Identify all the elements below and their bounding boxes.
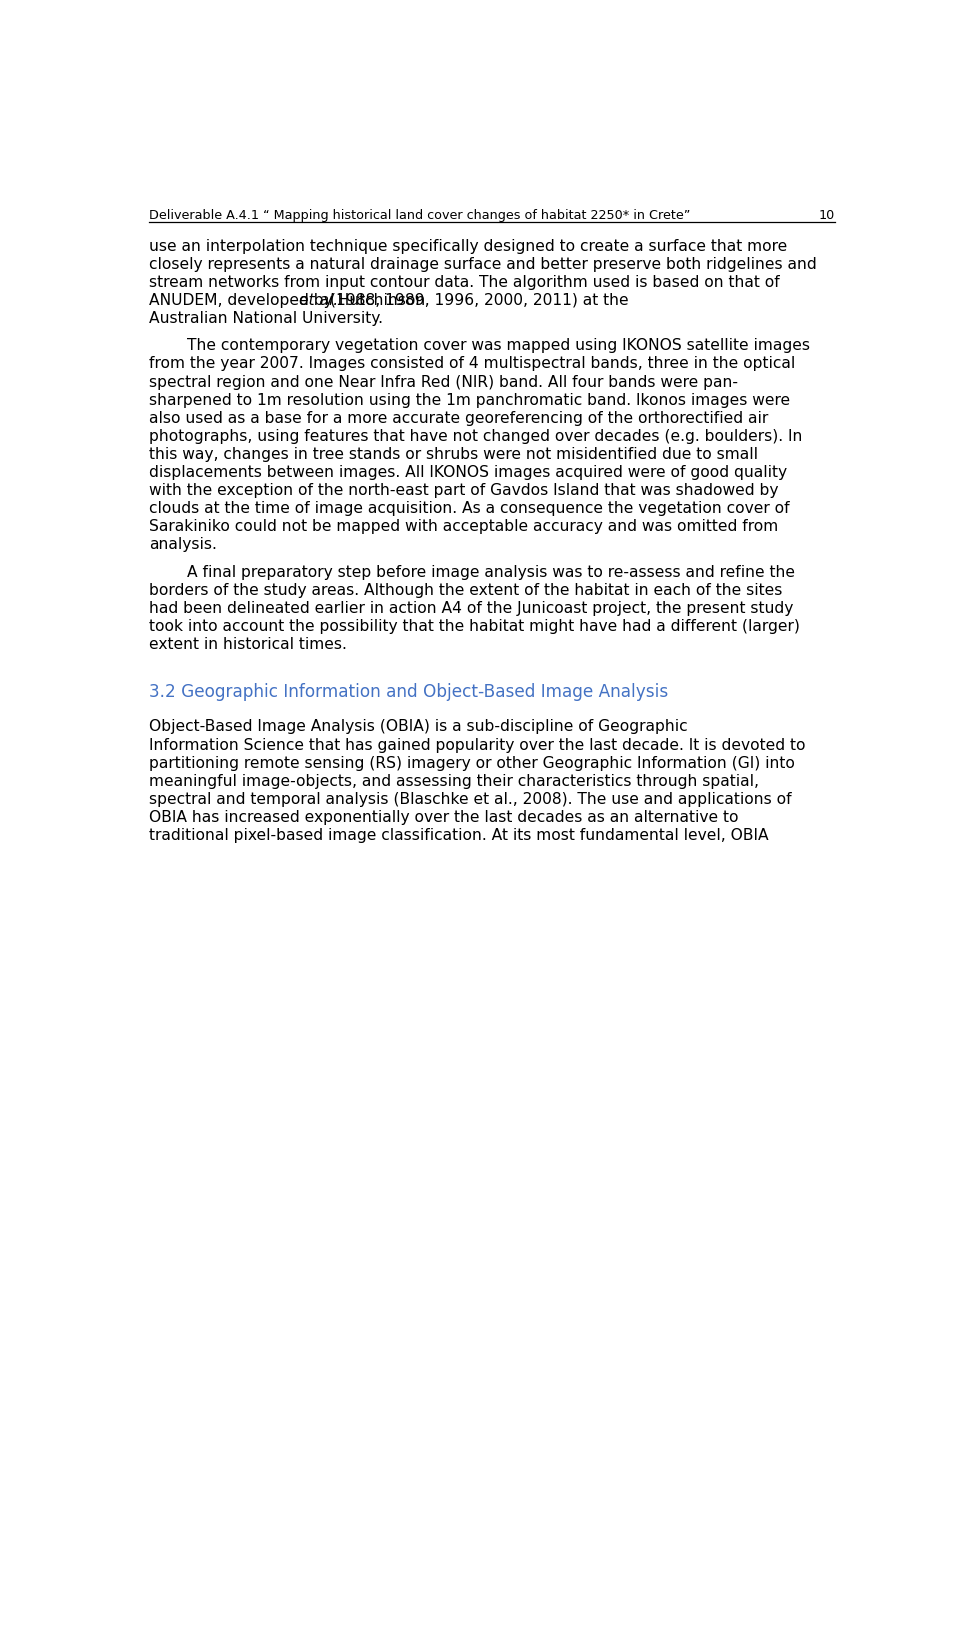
Text: analysis.: analysis. xyxy=(150,538,217,552)
Text: traditional pixel-based image classification. At its most fundamental level, OBI: traditional pixel-based image classifica… xyxy=(150,828,769,844)
Text: extent in historical times.: extent in historical times. xyxy=(150,637,348,652)
Text: photographs, using features that have not changed over decades (e.g. boulders). : photographs, using features that have no… xyxy=(150,428,803,443)
Text: had been delineated earlier in action A4 of the Junicoast project, the present s: had been delineated earlier in action A4… xyxy=(150,601,794,616)
Text: with the exception of the north-east part of Gavdos Island that was shadowed by: with the exception of the north-east par… xyxy=(150,484,779,498)
Text: meaningful image-objects, and assessing their characteristics through spatial,: meaningful image-objects, and assessing … xyxy=(150,774,759,788)
Text: A final preparatory step before image analysis was to re-assess and refine the: A final preparatory step before image an… xyxy=(186,565,795,580)
Text: took into account the possibility that the habitat might have had a different (l: took into account the possibility that t… xyxy=(150,619,801,634)
Text: Information Science that has gained popularity over the last decade. It is devot: Information Science that has gained popu… xyxy=(150,738,806,753)
Text: ANUDEM, developed by Hutchinson: ANUDEM, developed by Hutchinson xyxy=(150,293,431,308)
Text: Australian National University.: Australian National University. xyxy=(150,311,383,326)
Text: sharpened to 1m resolution using the 1m panchromatic band. Ikonos images were: sharpened to 1m resolution using the 1m … xyxy=(150,393,791,407)
Text: (1988, 1989, 1996, 2000, 2011) at the: (1988, 1989, 1996, 2000, 2011) at the xyxy=(324,293,629,308)
Text: displacements between images. All IKONOS images acquired were of good quality: displacements between images. All IKONOS… xyxy=(150,464,787,481)
Text: clouds at the time of image acquisition. As a consequence the vegetation cover o: clouds at the time of image acquisition.… xyxy=(150,502,790,516)
Text: from the year 2007. Images consisted of 4 multispectral bands, three in the opti: from the year 2007. Images consisted of … xyxy=(150,357,796,371)
Text: spectral and temporal analysis (Blaschke et al., 2008). The use and applications: spectral and temporal analysis (Blaschke… xyxy=(150,792,792,806)
Text: spectral region and one Near Infra Red (NIR) band. All four bands were pan-: spectral region and one Near Infra Red (… xyxy=(150,375,738,389)
Text: also used as a base for a more accurate georeferencing of the orthorectified air: also used as a base for a more accurate … xyxy=(150,411,769,425)
Text: Sarakiniko could not be mapped with acceptable accuracy and was omitted from: Sarakiniko could not be mapped with acce… xyxy=(150,520,779,534)
Text: 10: 10 xyxy=(818,210,834,222)
Text: Object-Based Image Analysis (OBIA) is a sub-discipline of Geographic: Object-Based Image Analysis (OBIA) is a … xyxy=(150,720,688,735)
Text: partitioning remote sensing (RS) imagery or other Geographic Information (GI) in: partitioning remote sensing (RS) imagery… xyxy=(150,756,795,771)
Text: The contemporary vegetation cover was mapped using IKONOS satellite images: The contemporary vegetation cover was ma… xyxy=(186,339,809,353)
Text: et al.: et al. xyxy=(300,293,339,308)
Text: stream networks from input contour data. The algorithm used is based on that of: stream networks from input contour data.… xyxy=(150,275,780,290)
Text: borders of the study areas. Although the extent of the habitat in each of the si: borders of the study areas. Although the… xyxy=(150,583,782,598)
Text: Deliverable A.4.1 “ Mapping historical land cover changes of habitat 2250* in Cr: Deliverable A.4.1 “ Mapping historical l… xyxy=(150,210,691,222)
Text: closely represents a natural drainage surface and better preserve both ridgeline: closely represents a natural drainage su… xyxy=(150,257,817,272)
Text: use an interpolation technique specifically designed to create a surface that mo: use an interpolation technique specifica… xyxy=(150,238,788,254)
Text: OBIA has increased exponentially over the last decades as an alternative to: OBIA has increased exponentially over th… xyxy=(150,810,739,824)
Text: this way, changes in tree stands or shrubs were not misidentified due to small: this way, changes in tree stands or shru… xyxy=(150,446,758,463)
Text: 3.2 Geographic Information and Object-Based Image Analysis: 3.2 Geographic Information and Object-Ba… xyxy=(150,683,669,700)
